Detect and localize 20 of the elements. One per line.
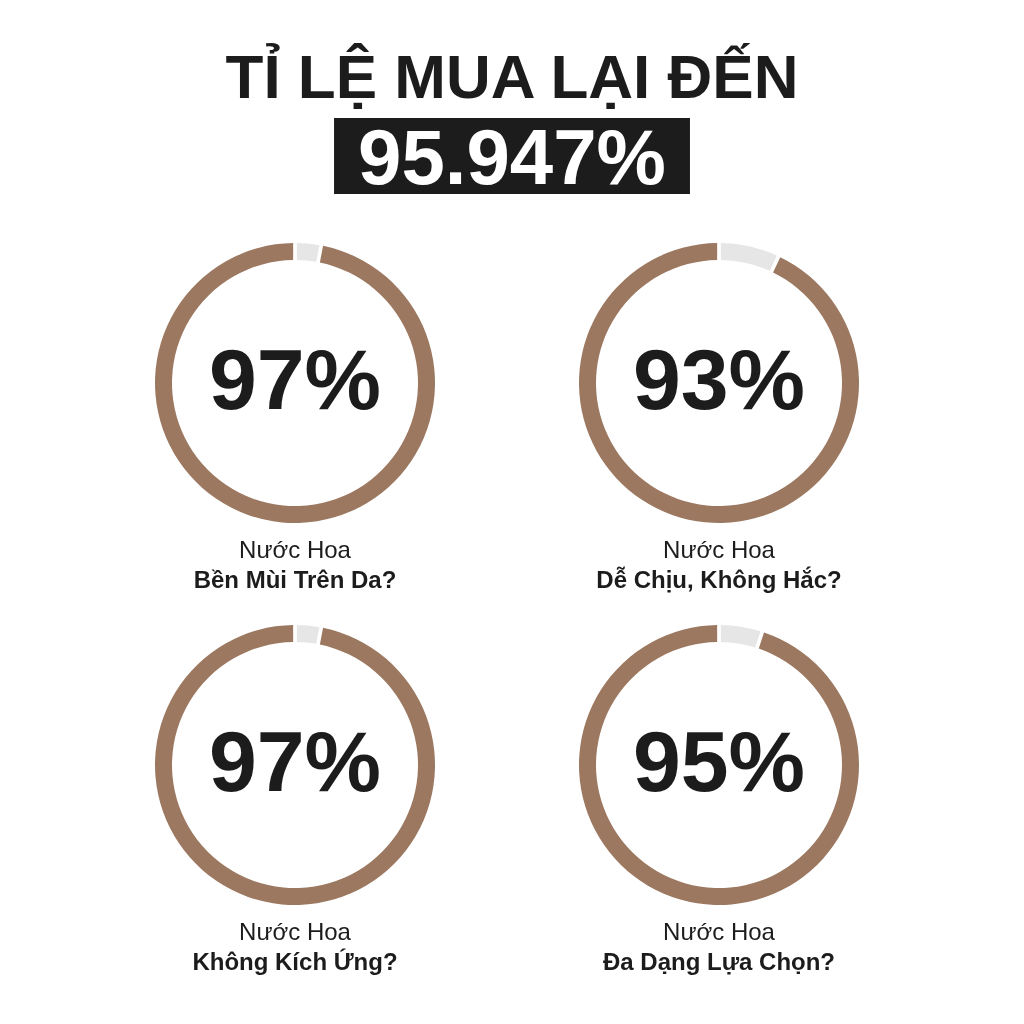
donut-slice (579, 625, 859, 905)
donut-slice (720, 625, 761, 648)
donut-slice (296, 625, 320, 644)
data-label: 93% (632, 331, 806, 427)
data-label: 97% (208, 331, 382, 427)
text: 95.947% (358, 113, 666, 201)
text: Nước Hoa (239, 918, 352, 945)
donut-slice (720, 243, 777, 271)
text: Nước Hoa (663, 918, 776, 945)
text: TỈ LỆ MUA LẠI ĐẾN (225, 42, 799, 111)
text: Nước Hoa (239, 536, 352, 563)
data-label: 95% (632, 713, 806, 809)
text: Nước Hoa (663, 536, 776, 563)
donut-slice (579, 243, 859, 523)
text: Đa Dạng Lựa Chọn? (602, 948, 836, 975)
text: Không Kích Ứng? (192, 948, 398, 975)
data-label: 97% (208, 713, 382, 809)
text: Dễ Chịu, Không Hắc? (596, 566, 842, 593)
donut-slice (296, 243, 320, 262)
text: Bền Mùi Trên Da? (193, 566, 397, 593)
